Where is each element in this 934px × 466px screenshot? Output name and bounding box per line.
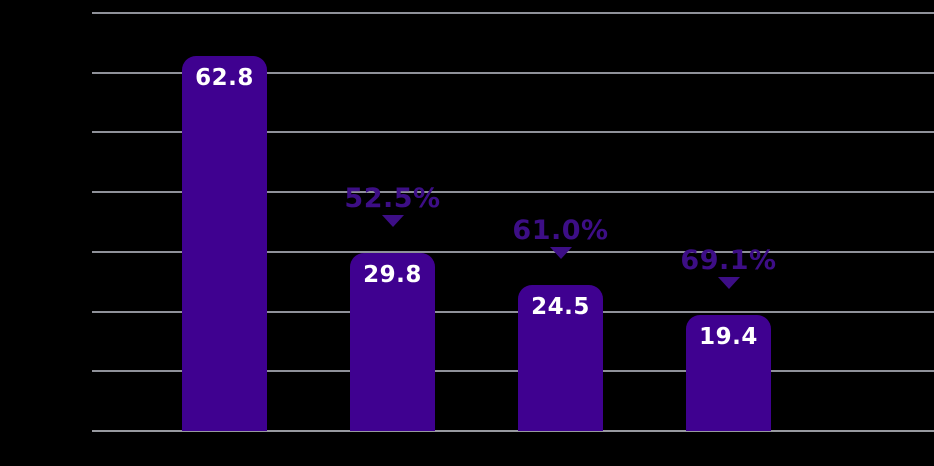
bar[interactable]: 24.5	[518, 285, 603, 431]
gridline	[92, 251, 934, 253]
plot-area: 62.8 29.8 24.5 19.4 52.5% 61.0% 69.1%	[92, 12, 934, 432]
bar[interactable]: 29.8	[350, 253, 435, 431]
triangle-down-icon	[381, 215, 404, 227]
triangle-down-icon	[717, 277, 740, 289]
gridline	[92, 191, 934, 193]
decrease-value: 69.1%	[680, 245, 777, 276]
decrease-annotation: 69.1%	[644, 247, 814, 289]
bar[interactable]: 62.8	[182, 56, 267, 431]
gridline	[92, 72, 934, 74]
gridline	[92, 370, 934, 372]
triangle-down-icon	[549, 247, 572, 259]
bar-value-label: 29.8	[363, 262, 422, 288]
bar-value-label: 19.4	[699, 324, 758, 350]
bar[interactable]: 19.4	[686, 315, 771, 431]
gridline	[92, 12, 934, 14]
gridline	[92, 131, 934, 133]
decrease-value: 52.5%	[344, 183, 441, 214]
bar-value-label: 62.8	[195, 65, 254, 91]
gridline	[92, 311, 934, 313]
decrease-value: 61.0%	[512, 215, 609, 246]
decrease-annotation: 61.0%	[476, 217, 646, 259]
decrease-annotation: 52.5%	[308, 185, 478, 227]
x-axis-line	[92, 430, 934, 432]
bar-value-label: 24.5	[531, 294, 590, 320]
